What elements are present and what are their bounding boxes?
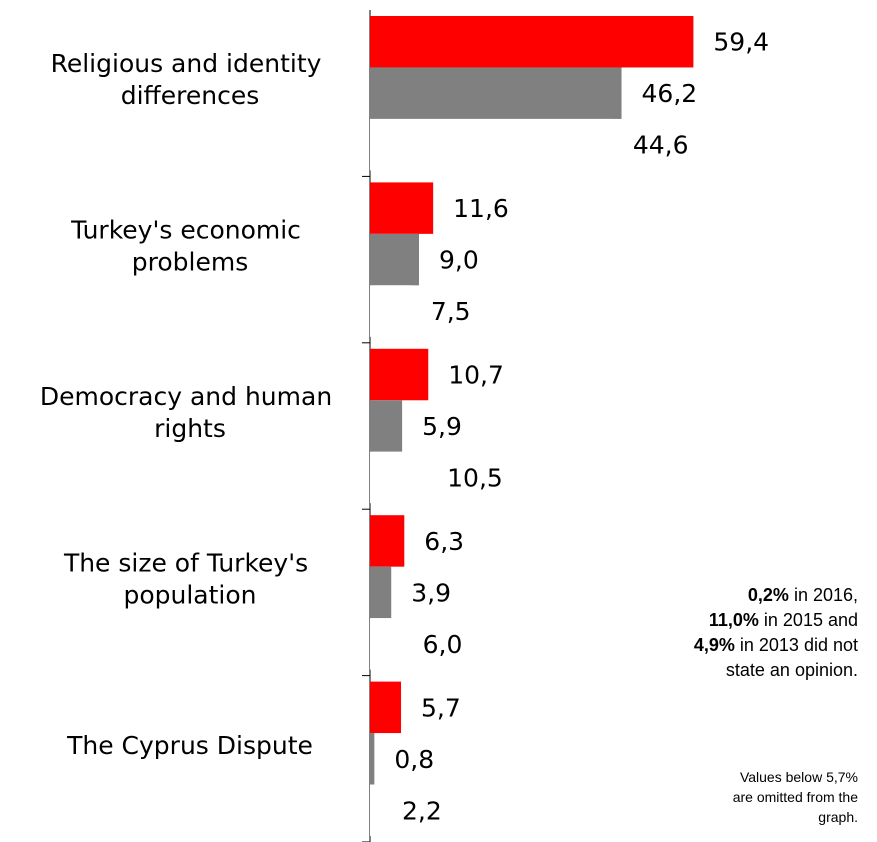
category-label: The size of Turkey's population bbox=[63, 548, 316, 609]
annotation-part: 4,9% bbox=[694, 635, 735, 655]
category-label: Democracy and human rights bbox=[40, 382, 340, 443]
bar bbox=[370, 566, 392, 619]
bar bbox=[370, 67, 622, 119]
value-label: 3,9 bbox=[411, 578, 451, 607]
value-label: 5,9 bbox=[422, 412, 462, 441]
bar bbox=[370, 285, 411, 337]
value-label: 59,4 bbox=[713, 28, 769, 57]
annotation-part: 11,0% bbox=[709, 610, 759, 630]
annotation: 4,9% in 2013 did not bbox=[694, 635, 858, 655]
annotation-part: in 2013 did not bbox=[735, 635, 858, 655]
annotation-part: state an opinion. bbox=[726, 660, 858, 680]
bar bbox=[370, 733, 375, 785]
bar bbox=[370, 618, 403, 670]
bar bbox=[370, 400, 403, 452]
annotation: 11,0% in 2015 and bbox=[709, 610, 858, 630]
annotation-part: in 2016, bbox=[789, 585, 858, 605]
annotation-part: graph. bbox=[818, 809, 858, 825]
annotation-part: Values below 5,7% bbox=[740, 769, 858, 785]
value-label: 7,5 bbox=[431, 297, 471, 326]
annotation-part: are omitted from the bbox=[733, 789, 858, 805]
value-label: 10,7 bbox=[448, 361, 504, 390]
value-label: 5,7 bbox=[421, 693, 461, 722]
value-label: 46,2 bbox=[642, 79, 698, 108]
category-label: Religious and identity differences bbox=[51, 49, 330, 110]
value-label: 0,8 bbox=[394, 745, 434, 774]
annotation-part: 0,2% bbox=[748, 585, 789, 605]
annotation-part: in 2015 and bbox=[759, 610, 858, 630]
value-label: 9,0 bbox=[439, 246, 479, 275]
annotation: state an opinion. bbox=[726, 660, 858, 680]
bar bbox=[370, 16, 694, 68]
annotation: Values below 5,7% bbox=[740, 769, 858, 785]
annotation: are omitted from the bbox=[733, 789, 858, 805]
category-label: The Cyprus Dispute bbox=[66, 731, 313, 760]
category-label: Turkey's economic problems bbox=[70, 216, 309, 277]
bar bbox=[370, 515, 405, 567]
value-label: 10,5 bbox=[447, 463, 503, 492]
bar bbox=[370, 118, 613, 171]
annotation: graph. bbox=[818, 809, 858, 825]
value-label: 11,6 bbox=[453, 194, 509, 223]
bar bbox=[370, 348, 429, 401]
value-label: 6,3 bbox=[424, 527, 464, 556]
bar bbox=[370, 233, 419, 286]
annotation: 0,2% in 2016, bbox=[748, 585, 858, 605]
value-label: 44,6 bbox=[633, 131, 689, 160]
value-label: 2,2 bbox=[402, 796, 442, 825]
value-label: 6,0 bbox=[423, 630, 463, 659]
bar bbox=[370, 182, 434, 234]
bar bbox=[370, 451, 428, 504]
bar bbox=[370, 681, 402, 734]
bar bbox=[370, 784, 382, 836]
